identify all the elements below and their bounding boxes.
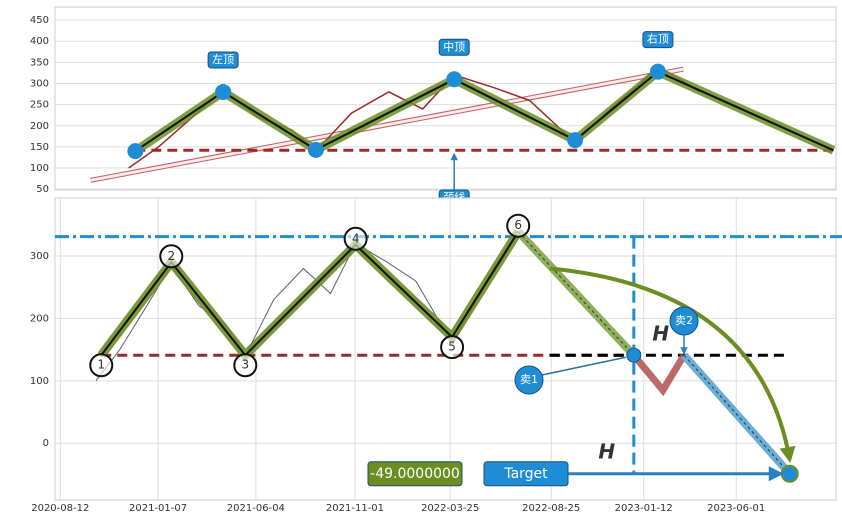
- pattern-point: [649, 63, 666, 80]
- h-label: H: [652, 322, 669, 346]
- peak-label-box: [642, 31, 674, 49]
- x-tick-label: 2022-03-25: [421, 503, 479, 514]
- pattern-point: [127, 143, 144, 160]
- panel: [54, 6, 837, 191]
- sell-bubble: [669, 306, 699, 336]
- x-tick-label: 2020-08-12: [31, 503, 89, 514]
- pattern-point: [446, 71, 463, 88]
- point-label: 4: [352, 231, 360, 245]
- pattern-point: [89, 353, 114, 378]
- y-tick-label: 100: [30, 376, 49, 387]
- h-label: H: [598, 440, 615, 464]
- sell-label: 卖2: [675, 314, 693, 327]
- y-tick-label: 200: [30, 313, 49, 324]
- series-line: [100, 231, 520, 357]
- pattern-point: [506, 213, 531, 238]
- dip: [631, 353, 688, 397]
- target-label-box: [483, 461, 569, 487]
- y-tick-label: 250: [30, 100, 49, 111]
- y-tick-label: 50: [36, 184, 49, 195]
- sell-point: [626, 347, 642, 363]
- x-tick-label: 2022-08-25: [522, 503, 580, 514]
- x-tick-label: 2023-01-12: [615, 503, 673, 514]
- y-tick-label: 150: [30, 142, 49, 153]
- y-tick-label: 300: [30, 251, 49, 262]
- peak-label: 右顶: [647, 32, 669, 46]
- y-tick-label: 450: [30, 15, 49, 26]
- y-tick-label: 100: [30, 163, 49, 174]
- point-label: 6: [514, 218, 522, 232]
- pattern-point: [343, 226, 368, 251]
- target-value: -49.0000000: [370, 466, 460, 482]
- x-tick-label: 2021-01-07: [129, 503, 187, 514]
- peak-label: 左顶: [212, 53, 234, 66]
- projection-inner: [517, 231, 635, 356]
- pattern-point: [233, 353, 258, 378]
- sell-label: 卖1: [520, 373, 538, 386]
- point-label: 3: [241, 358, 249, 372]
- trendline-inner: [90, 67, 684, 182]
- pattern-point: [440, 335, 465, 360]
- y-tick-label: 400: [30, 36, 49, 47]
- point-label: 5: [448, 340, 456, 354]
- pattern-point: [567, 132, 584, 149]
- peak-label: 中顶: [443, 40, 465, 53]
- pattern-point: [215, 83, 232, 100]
- x-tick-label: 2021-11-01: [326, 503, 384, 514]
- y-tick-label: 200: [30, 121, 49, 132]
- target-path-inner: [683, 354, 791, 475]
- x-tick-label: 2021-06-04: [227, 503, 285, 514]
- peak-label-box: [207, 51, 239, 69]
- target-value-box: [367, 461, 463, 487]
- point-label: 2: [167, 249, 175, 263]
- target-point: [780, 464, 799, 483]
- point-label: 1: [97, 358, 105, 372]
- y-tick-label: 0: [43, 438, 49, 449]
- y-tick-label: 350: [30, 57, 49, 68]
- pattern-point: [159, 244, 184, 269]
- y-tick-label: 300: [30, 78, 49, 89]
- curve-arrow: [549, 266, 796, 463]
- target-label: Target: [503, 466, 548, 482]
- sell-bubble: [514, 365, 544, 395]
- sell1-pointer: [541, 356, 626, 376]
- x-tick-label: 2023-06-01: [707, 503, 765, 514]
- pattern-point: [307, 141, 324, 158]
- peak-label-box: [438, 38, 470, 56]
